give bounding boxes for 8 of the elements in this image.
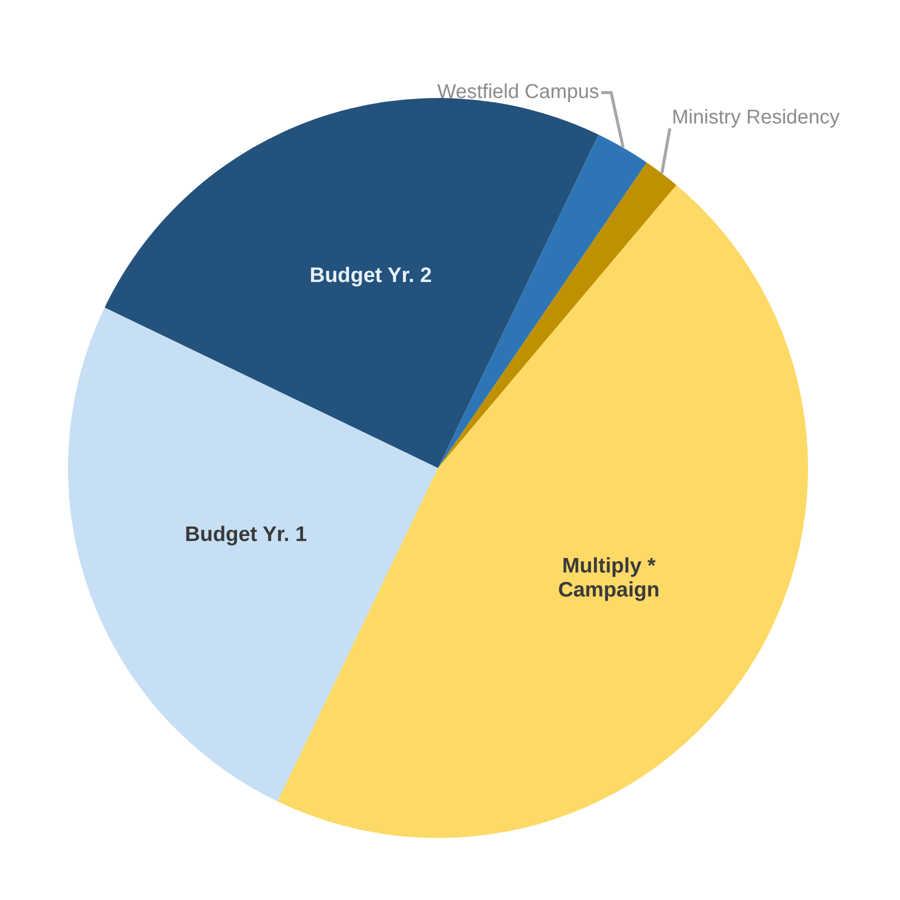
slice-label: Westfield Campus — [437, 80, 600, 103]
slice-label: Multiply * Campaign — [558, 554, 660, 602]
pie-slice — [438, 134, 647, 468]
slice-label: Budget Yr. 2 — [310, 263, 432, 286]
pie-slice — [438, 162, 676, 468]
slice-label: Ministry Residency — [672, 106, 840, 129]
slice-label: Budget Yr. 1 — [184, 522, 308, 546]
pie-slice — [68, 308, 438, 802]
